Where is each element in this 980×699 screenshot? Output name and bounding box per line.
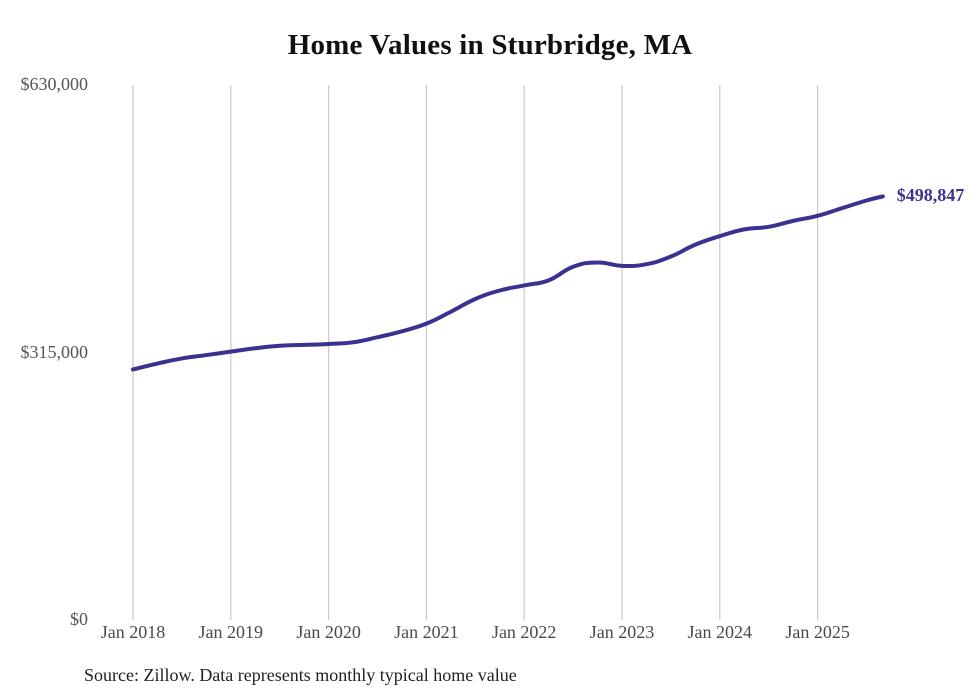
- data-line: [131, 194, 885, 372]
- end-value-label: $498,847: [896, 185, 965, 206]
- series-group: [131, 194, 885, 372]
- y-tick-label: $630,000: [20, 74, 89, 94]
- x-tick-label: Jan 2022: [491, 622, 557, 642]
- chart-title: Home Values in Sturbridge, MA: [287, 29, 693, 61]
- x-tick-label: Jan 2024: [687, 622, 753, 642]
- y-tick-label: $315,000: [20, 341, 89, 362]
- x-tick-label: Jan 2021: [394, 622, 459, 642]
- source-note: Source: Zillow. Data represents monthly …: [84, 665, 517, 685]
- x-tick-label: Jan 2023: [589, 622, 655, 642]
- y-tick-label: $0: [70, 609, 88, 629]
- x-tick-label: Jan 2020: [296, 622, 361, 642]
- x-tick-label: Jan 2019: [198, 622, 264, 642]
- x-tick-label: Jan 2018: [100, 622, 166, 642]
- x-tick-label: Jan 2025: [785, 622, 850, 642]
